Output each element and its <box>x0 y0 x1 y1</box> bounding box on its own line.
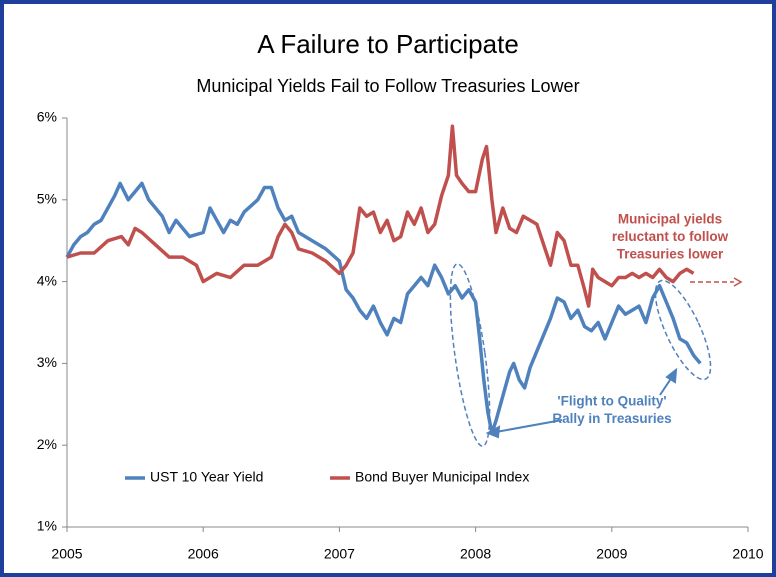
y-tick-label: 4% <box>37 272 57 288</box>
y-tick-label: 2% <box>37 436 57 452</box>
callout-arrows <box>485 367 678 439</box>
x-tick-label: 2010 <box>732 546 763 562</box>
annotation: 'Flight to Quality' <box>557 394 666 409</box>
y-tick-label: 1% <box>37 518 57 534</box>
arrow-head <box>665 367 678 384</box>
legend-label: UST 10 Year Yield <box>150 469 263 485</box>
annotation: Rally in Treasuries <box>552 411 671 426</box>
y-tick-label: 3% <box>37 354 57 370</box>
legend-label: Bond Buyer Municipal Index <box>355 469 529 485</box>
arrow-head <box>733 277 743 287</box>
series-line <box>65 181 702 435</box>
arrow <box>495 419 563 433</box>
x-tick-label: 2005 <box>51 546 82 562</box>
annotation: Municipal yields <box>618 212 722 227</box>
annotation: Treasuries lower <box>617 247 724 262</box>
ellipse <box>654 279 712 381</box>
x-tick-label: 2008 <box>460 546 491 562</box>
y-tick-label: 6% <box>37 109 57 125</box>
chart-subtitle: Municipal Yields Fail to Follow Treasuri… <box>196 76 579 96</box>
y-tick-label: 5% <box>37 191 57 207</box>
x-tick-label: 2006 <box>188 546 219 562</box>
annotation: reluctant to follow <box>612 229 729 244</box>
chart-title: A Failure to Participate <box>257 29 519 59</box>
callouts <box>449 263 743 447</box>
ellipse <box>449 263 491 447</box>
x-tick-label: 2009 <box>596 546 627 562</box>
x-tick-label: 2007 <box>324 546 355 562</box>
series-line <box>66 124 695 308</box>
